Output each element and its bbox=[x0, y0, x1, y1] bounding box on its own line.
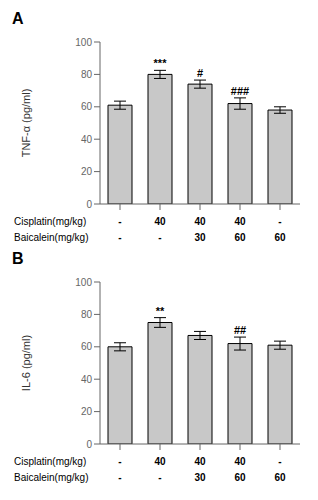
svg-text:80: 80 bbox=[81, 69, 93, 80]
svg-text:60: 60 bbox=[81, 341, 93, 352]
svg-text:-: - bbox=[158, 472, 161, 483]
svg-text:Baicalein(mg/kg): Baicalein(mg/kg) bbox=[14, 232, 88, 243]
svg-text:40: 40 bbox=[81, 374, 93, 385]
svg-text:0: 0 bbox=[86, 439, 92, 450]
svg-text:Baicalein(mg/kg): Baicalein(mg/kg) bbox=[14, 472, 88, 483]
svg-text:-: - bbox=[278, 456, 281, 467]
svg-text:30: 30 bbox=[194, 472, 206, 483]
svg-text:0: 0 bbox=[86, 199, 92, 210]
svg-text:20: 20 bbox=[81, 406, 93, 417]
svg-text:***: *** bbox=[154, 57, 168, 69]
svg-text:-: - bbox=[118, 456, 121, 467]
svg-text:-: - bbox=[118, 472, 121, 483]
svg-text:100: 100 bbox=[75, 37, 92, 48]
svg-text:##: ## bbox=[234, 324, 246, 336]
svg-text:80: 80 bbox=[81, 309, 93, 320]
svg-text:40: 40 bbox=[234, 456, 246, 467]
svg-text:60: 60 bbox=[81, 101, 93, 112]
svg-text:-: - bbox=[118, 216, 121, 227]
svg-text:#: # bbox=[197, 67, 203, 79]
svg-text:60: 60 bbox=[234, 472, 246, 483]
svg-text:-: - bbox=[118, 232, 121, 243]
svg-text:-: - bbox=[158, 232, 161, 243]
svg-text:###: ### bbox=[231, 85, 249, 97]
svg-text:Cisplatin(mg/kg): Cisplatin(mg/kg) bbox=[14, 456, 86, 467]
svg-text:IL-6 (pg/ml): IL-6 (pg/ml) bbox=[20, 335, 32, 391]
svg-text:-: - bbox=[278, 216, 281, 227]
svg-text:40: 40 bbox=[81, 134, 93, 145]
svg-text:20: 20 bbox=[81, 166, 93, 177]
svg-text:TNF-α (pg/ml): TNF-α (pg/ml) bbox=[20, 89, 32, 158]
svg-text:40: 40 bbox=[154, 216, 166, 227]
svg-text:Cisplatin(mg/kg): Cisplatin(mg/kg) bbox=[14, 216, 86, 227]
svg-text:40: 40 bbox=[194, 216, 206, 227]
svg-text:60: 60 bbox=[274, 232, 286, 243]
svg-text:30: 30 bbox=[194, 232, 206, 243]
svg-text:60: 60 bbox=[234, 232, 246, 243]
svg-text:40: 40 bbox=[234, 216, 246, 227]
svg-text:**: ** bbox=[156, 305, 165, 317]
svg-text:60: 60 bbox=[274, 472, 286, 483]
html-text:B: B bbox=[12, 250, 24, 267]
svg-text:40: 40 bbox=[194, 456, 206, 467]
html-text:A: A bbox=[12, 10, 24, 27]
svg-text:100: 100 bbox=[75, 277, 92, 288]
svg-text:40: 40 bbox=[154, 456, 166, 467]
